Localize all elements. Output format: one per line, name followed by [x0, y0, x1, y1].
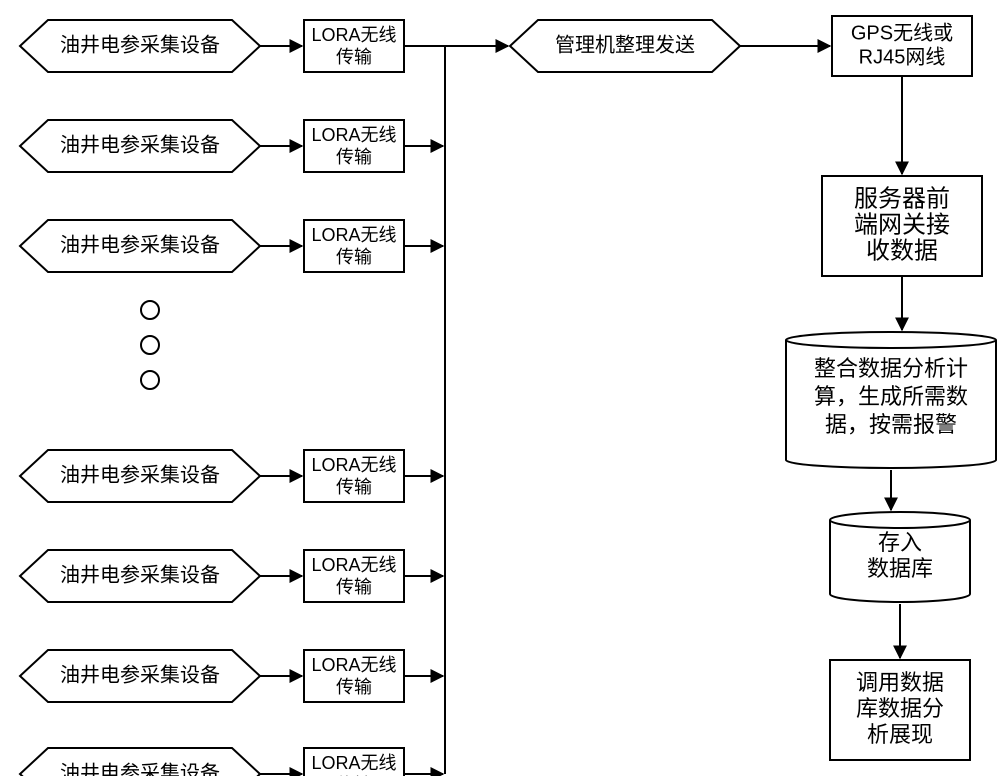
svg-text:传输: 传输: [336, 577, 372, 597]
svg-text:存入: 存入: [878, 530, 922, 555]
svg-text:油井电参采集设备: 油井电参采集设备: [60, 33, 220, 56]
svg-text:油井电参采集设备: 油井电参采集设备: [60, 233, 220, 256]
svg-text:GPS无线或: GPS无线或: [851, 21, 953, 44]
svg-text:传输: 传输: [336, 477, 372, 497]
svg-text:传输: 传输: [336, 677, 372, 697]
svg-text:LORA无线: LORA无线: [311, 753, 396, 773]
svg-text:传输: 传输: [336, 247, 372, 267]
svg-text:油井电参采集设备: 油井电参采集设备: [60, 463, 220, 486]
svg-text:服务器前: 服务器前: [854, 185, 950, 212]
svg-text:油井电参采集设备: 油井电参采集设备: [60, 761, 220, 776]
svg-text:LORA无线: LORA无线: [311, 125, 396, 145]
svg-text:库数据分: 库数据分: [856, 696, 944, 721]
svg-text:LORA无线: LORA无线: [311, 655, 396, 675]
svg-text:油井电参采集设备: 油井电参采集设备: [60, 133, 220, 156]
svg-text:传输: 传输: [336, 47, 372, 67]
svg-text:调用数据: 调用数据: [856, 670, 944, 695]
svg-text:析展现: 析展现: [867, 722, 933, 747]
svg-text:算，生成所需数: 算，生成所需数: [814, 384, 968, 409]
svg-text:油井电参采集设备: 油井电参采集设备: [60, 563, 220, 586]
svg-text:据，按需报警: 据，按需报警: [825, 412, 957, 437]
svg-text:油井电参采集设备: 油井电参采集设备: [60, 663, 220, 686]
svg-text:传输: 传输: [336, 147, 372, 167]
svg-text:LORA无线: LORA无线: [311, 25, 396, 45]
svg-text:LORA无线: LORA无线: [311, 225, 396, 245]
svg-text:收数据: 收数据: [866, 237, 938, 264]
svg-text:LORA无线: LORA无线: [311, 455, 396, 475]
svg-text:端网关接: 端网关接: [854, 211, 950, 238]
svg-text:管理机整理发送: 管理机整理发送: [555, 33, 695, 56]
svg-text:LORA无线: LORA无线: [311, 555, 396, 575]
svg-text:整合数据分析计: 整合数据分析计: [814, 356, 968, 381]
system-flow-diagram: 油井电参采集设备LORA无线传输油井电参采集设备LORA无线传输油井电参采集设备…: [0, 0, 1000, 776]
svg-text:RJ45网线: RJ45网线: [859, 45, 946, 68]
svg-text:数据库: 数据库: [867, 556, 933, 581]
